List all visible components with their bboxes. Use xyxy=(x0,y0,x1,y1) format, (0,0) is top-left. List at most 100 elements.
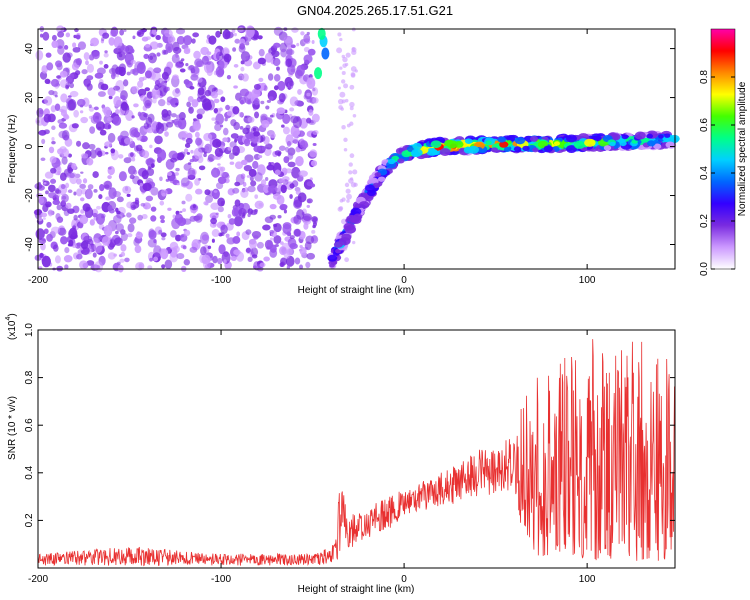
noise-speck xyxy=(182,208,187,212)
noise-speck xyxy=(297,192,307,203)
noise-speck xyxy=(52,244,59,252)
noise-speck xyxy=(269,237,274,241)
noise-speck xyxy=(311,87,319,96)
noise-speck xyxy=(338,206,344,211)
noise-speck xyxy=(153,245,162,258)
signal-spot xyxy=(653,143,662,150)
noise-speck xyxy=(167,171,173,177)
chart-title: GN04.2025.265.17.51.G21 xyxy=(297,3,453,18)
noise-speck xyxy=(287,152,294,160)
noise-speck xyxy=(279,241,284,245)
noise-speck xyxy=(39,253,43,258)
noise-speck xyxy=(348,178,354,184)
noise-speck xyxy=(268,185,278,194)
snr-y-ticks: 0.2 0.4 0.6 0.8 1.0 xyxy=(24,323,675,527)
noise-speck xyxy=(107,175,112,180)
noise-speck xyxy=(289,80,295,87)
colorbar: 0.0 0.2 0.4 0.6 0.8 Normalized spectral ampl… xyxy=(699,28,748,276)
noise-speck xyxy=(129,48,135,54)
y-tick-label: -40 xyxy=(24,237,35,252)
noise-speck xyxy=(107,87,116,97)
noise-speck xyxy=(173,245,180,253)
noise-speck xyxy=(163,66,172,77)
noise-speck xyxy=(287,44,292,50)
noise-speck xyxy=(107,252,116,260)
noise-speck xyxy=(80,116,89,124)
noise-speck xyxy=(211,117,216,121)
noise-speck xyxy=(253,153,261,161)
noise-speck xyxy=(272,57,281,67)
noise-speck xyxy=(236,231,241,237)
noise-speck xyxy=(126,193,131,198)
noise-speck xyxy=(43,182,47,185)
noise-speck xyxy=(48,191,57,199)
noise-speck xyxy=(299,140,309,150)
noise-speck xyxy=(306,204,311,208)
noise-speck xyxy=(253,98,260,106)
noise-speck xyxy=(154,135,163,145)
noise-speck xyxy=(341,70,346,76)
noise-speck xyxy=(234,199,241,207)
signal-spot xyxy=(468,145,480,154)
signal-spot xyxy=(619,140,627,147)
noise-speck xyxy=(120,101,128,111)
noise-speck xyxy=(161,236,166,241)
noise-speck xyxy=(341,197,346,202)
noise-speck xyxy=(52,199,61,206)
noise-speck xyxy=(233,32,237,37)
y-tick-label: -20 xyxy=(24,188,35,203)
noise-speck xyxy=(233,249,241,256)
noise-speck xyxy=(303,54,313,64)
noise-speck xyxy=(303,222,309,230)
noise-speck xyxy=(80,197,85,202)
noise-speck xyxy=(88,104,92,109)
noise-speck xyxy=(238,111,244,118)
noise-speck xyxy=(218,244,226,255)
noise-speck xyxy=(343,137,348,143)
noise-speck xyxy=(186,151,191,155)
signal-spot xyxy=(358,201,370,209)
noise-speck xyxy=(75,140,82,147)
noise-speck xyxy=(65,172,70,177)
signal-spot xyxy=(522,145,530,152)
x-tick-label: -200 xyxy=(28,275,48,286)
noise-speck xyxy=(79,110,84,114)
noise-speck xyxy=(232,187,240,194)
noise-speck xyxy=(229,161,235,165)
noise-speck xyxy=(254,194,259,199)
noise-speck xyxy=(296,209,305,220)
noise-speck xyxy=(124,257,130,263)
noise-speck xyxy=(86,260,95,266)
noise-speck xyxy=(155,122,165,134)
noise-speck xyxy=(240,188,249,198)
noise-speck xyxy=(113,95,122,107)
noise-speck xyxy=(348,170,353,175)
noise-speck xyxy=(107,132,116,143)
noise-speck xyxy=(181,200,186,205)
noise-speck xyxy=(274,74,281,82)
signal-spot xyxy=(665,141,675,149)
noise-speck xyxy=(161,108,169,118)
noise-speck xyxy=(52,90,58,96)
noise-speck xyxy=(63,255,73,263)
noise-speck xyxy=(67,167,74,174)
y-tick-label: 20 xyxy=(24,92,35,104)
noise-speck xyxy=(90,37,100,47)
noise-speck xyxy=(306,92,311,97)
signal-spot xyxy=(647,140,656,147)
noise-speck xyxy=(165,121,174,128)
noise-speck xyxy=(213,107,219,114)
noise-speck xyxy=(233,215,243,227)
noise-speck xyxy=(142,182,152,192)
noise-speck xyxy=(120,251,126,257)
noise-speck xyxy=(289,107,295,112)
noise-speck xyxy=(103,52,109,58)
noise-speck xyxy=(86,75,94,81)
noise-speck xyxy=(160,80,167,89)
noise-speck xyxy=(213,156,219,160)
noise-speck xyxy=(41,138,46,145)
noise-speck xyxy=(312,224,316,229)
noise-speck xyxy=(274,169,281,176)
noise-speck xyxy=(269,229,275,234)
x-tick-label: -200 xyxy=(28,574,48,585)
